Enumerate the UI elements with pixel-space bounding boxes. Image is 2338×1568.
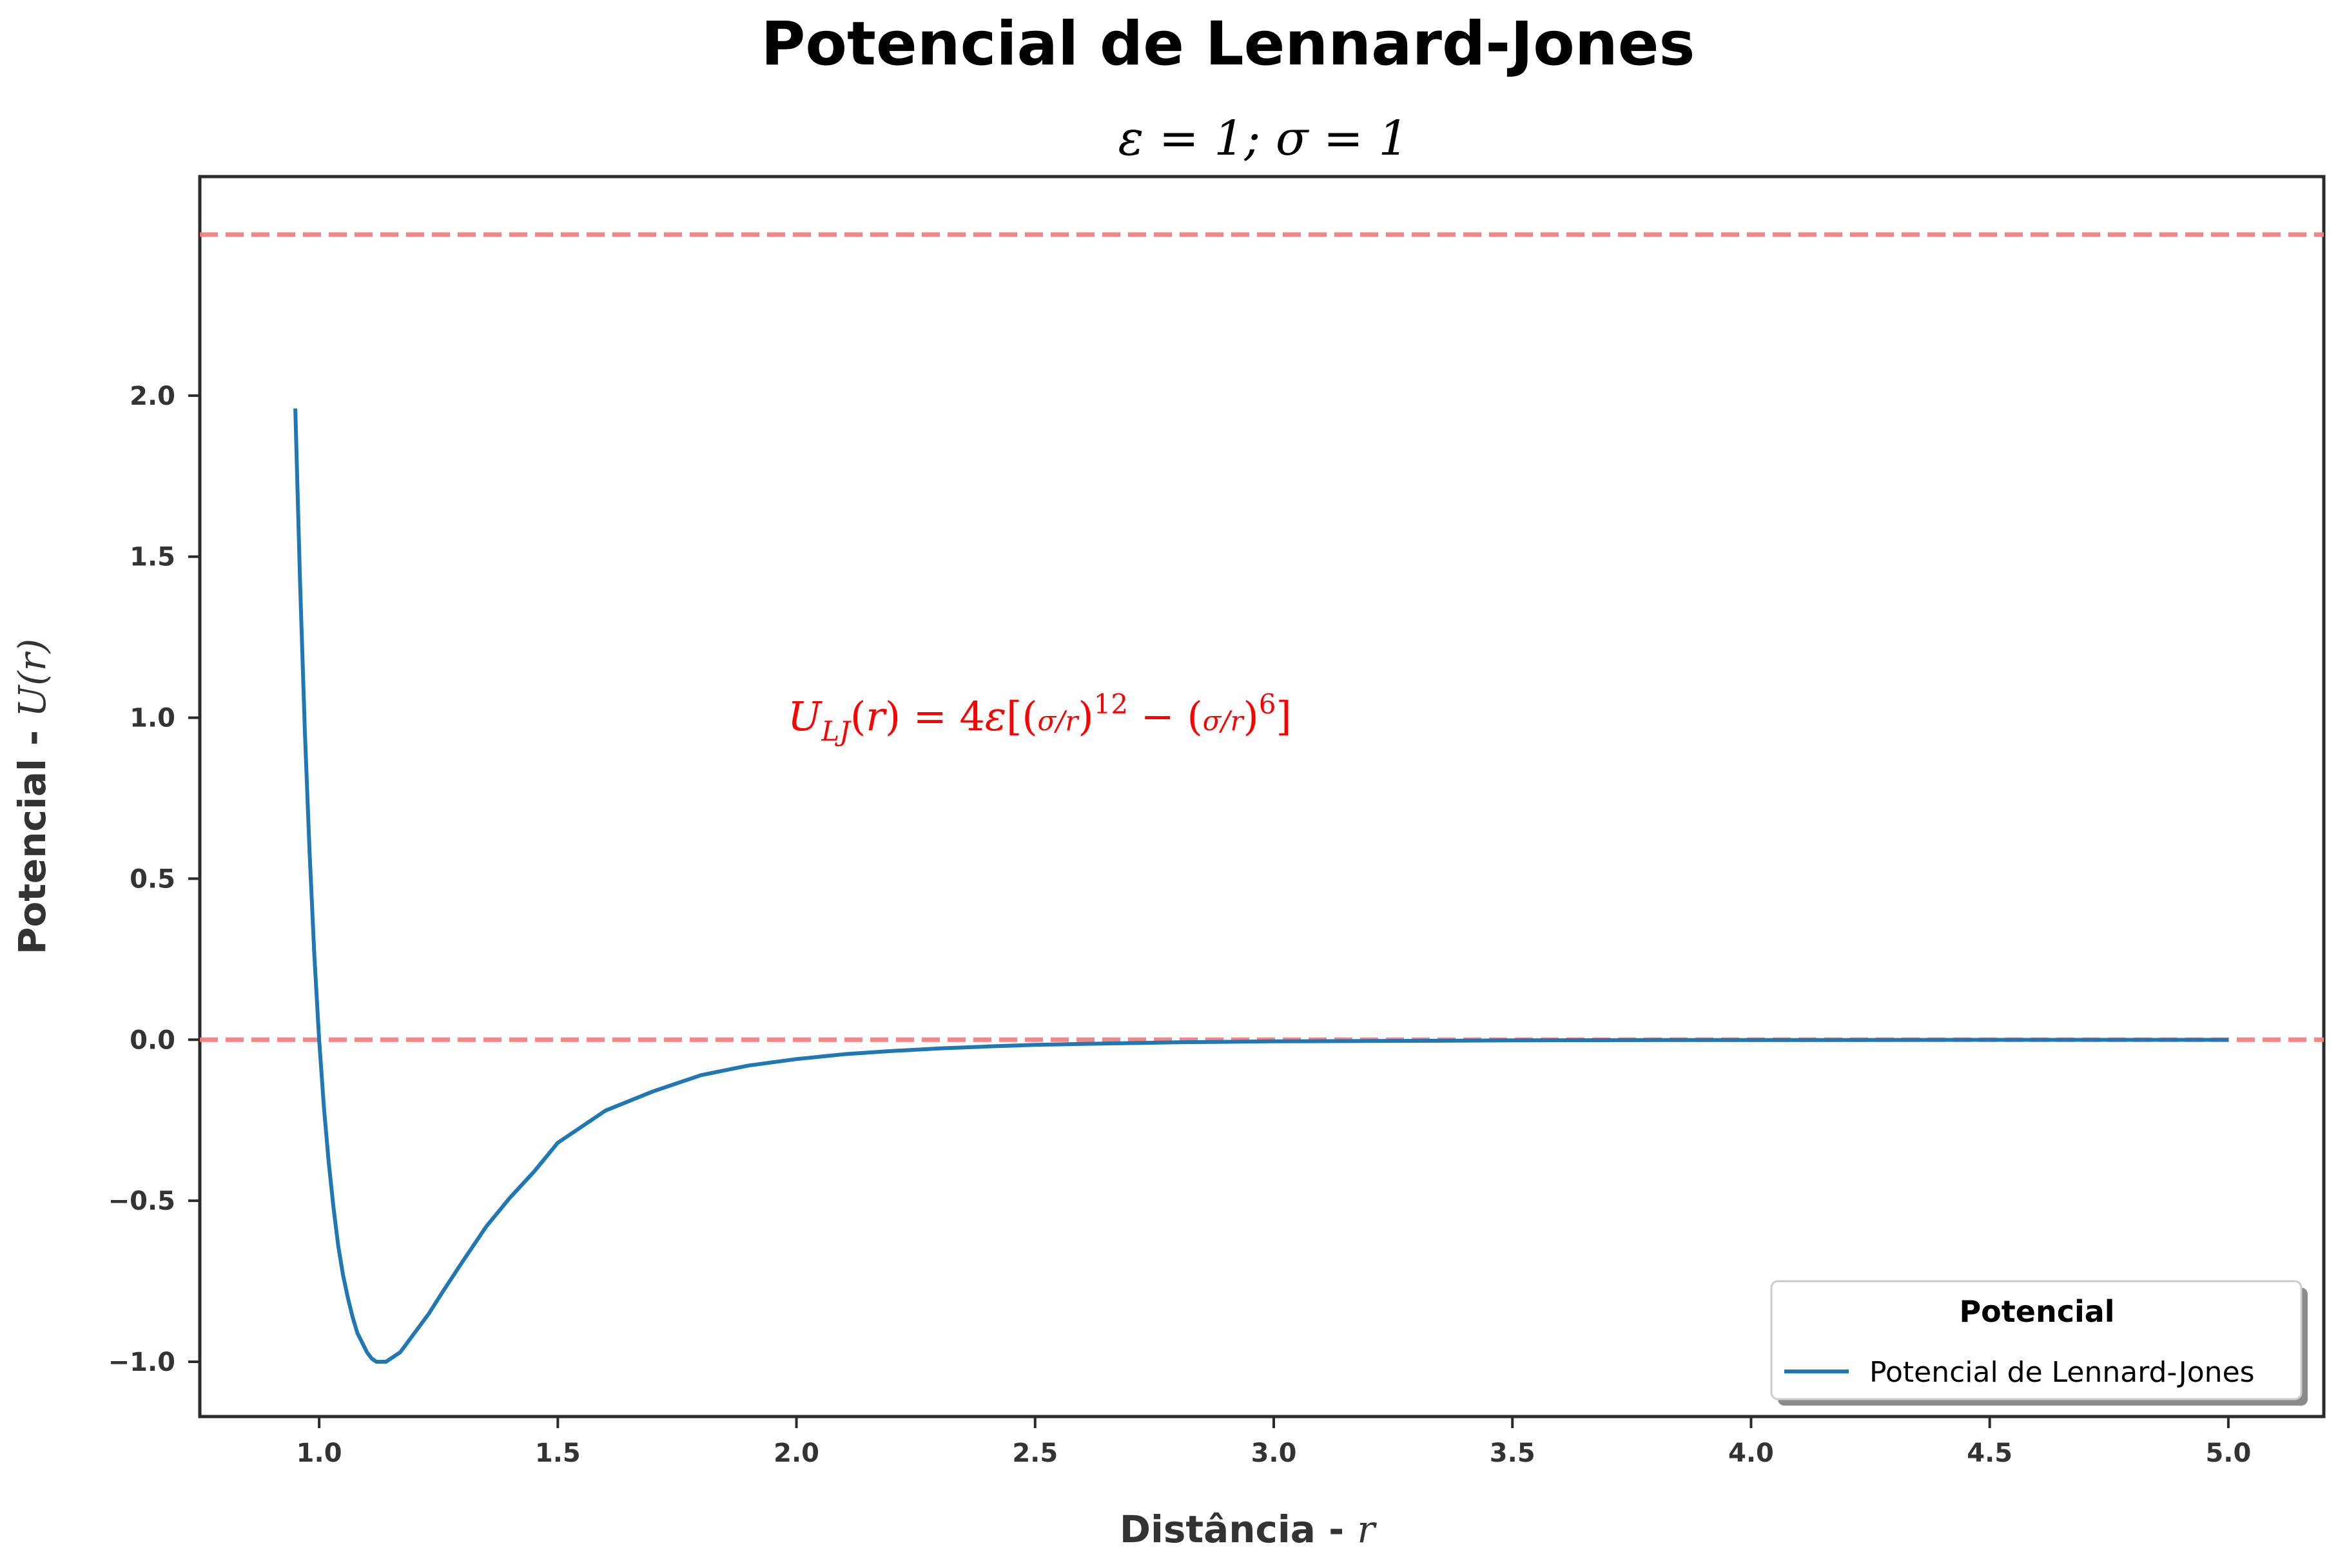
y-tick-label: 0.0	[130, 1025, 175, 1055]
y-tick-label: 2.0	[130, 382, 175, 411]
legend-entry-label: Potencial de Lennard-Jones	[1869, 1356, 2255, 1389]
chart-subtitle: ε = 1; σ = 1	[1118, 111, 1409, 166]
series-line-lennard-jones	[293, 408, 2228, 1364]
x-tick-label: 2.0	[774, 1438, 819, 1468]
x-tick-label: 2.5	[1012, 1438, 1058, 1468]
y-tick-label: 1.0	[130, 704, 175, 733]
y-tick-label: −0.5	[108, 1186, 175, 1216]
x-axis-label-var: r	[1357, 1507, 1377, 1551]
legend: Potencial Potencial de Lennard-Jones	[1770, 1280, 2308, 1406]
y-tick-label: −1.0	[108, 1348, 175, 1377]
chart-title: Potencial de Lennard-Jones	[761, 9, 1695, 79]
x-tick-label: 3.5	[1490, 1438, 1535, 1468]
x-axis-label-text: Distância -	[1120, 1507, 1358, 1551]
x-tick-label: 1.5	[535, 1438, 581, 1468]
x-tick-label: 5.0	[2205, 1438, 2251, 1468]
legend-box	[1770, 1280, 2303, 1400]
y-axis-label-var: U(r)	[10, 639, 54, 717]
y-tick-label: 0.5	[130, 864, 175, 894]
legend-title: Potencial	[1959, 1294, 2114, 1329]
y-axis: −1.0 −0.5 0.0 0.5 1.0 1.5 2.0	[108, 382, 200, 1377]
x-tick-label: 3.0	[1251, 1438, 1297, 1468]
x-tick-label: 1.0	[297, 1438, 342, 1468]
x-axis: 1.0 1.5 2.0 2.5 3.0 3.5 4.0 4.5 5.0	[297, 1417, 2251, 1468]
plot-area	[198, 175, 2326, 1418]
x-axis-label: Distância - r	[1120, 1507, 1378, 1551]
y-tick-label: 1.5	[130, 543, 175, 572]
x-tick-label: 4.0	[1728, 1438, 1774, 1468]
y-axis-label-text: Potencial -	[10, 717, 54, 954]
formula-text: ULJ(r) = 4ε[(σ/r)12 − (σ/r)6]	[788, 688, 1292, 747]
y-axis-label: Potencial - U(r)	[10, 639, 54, 954]
x-tick-label: 4.5	[1967, 1438, 2012, 1468]
formula-annotation: ULJ(r) = 4ε[(σ/r)12 − (σ/r)6]	[788, 688, 1292, 747]
